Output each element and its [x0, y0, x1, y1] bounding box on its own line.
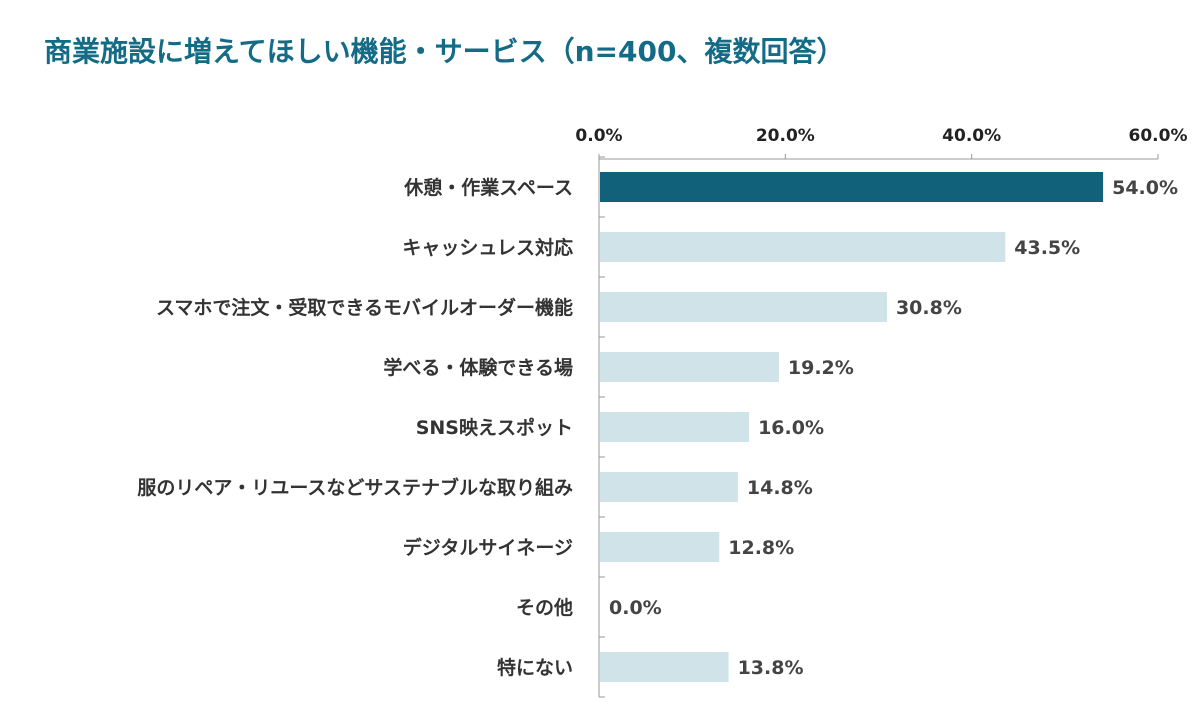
category-label: 休憩・作業スペース	[403, 176, 573, 199]
data-label: 16.0%	[758, 417, 824, 439]
bar	[600, 172, 1104, 202]
data-label: 30.8%	[896, 297, 962, 319]
category-label: キャッシュレス対応	[402, 236, 573, 259]
category-label: その他	[516, 596, 573, 619]
category-label: SNS映えスポット	[416, 416, 573, 439]
bar	[600, 472, 738, 502]
category-label: スマホで注文・受取できるモバイルオーダー機能	[156, 296, 573, 319]
x-tick-label: 0.0%	[575, 126, 622, 146]
data-label: 12.8%	[728, 537, 794, 559]
bar	[600, 232, 1006, 262]
category-label: 服のリペア・リユースなどサステナブルな取り組み	[137, 476, 573, 499]
labels-layer: 休憩・作業スペース 54.0% キャッシュレス対応 43.5% スマホで注文・受取できる…	[137, 176, 1178, 679]
bar	[600, 292, 887, 322]
bar	[600, 352, 779, 382]
data-label: 54.0%	[1112, 177, 1178, 199]
category-label: 学べる・体験できる場	[383, 356, 573, 379]
category-label: デジタルサイネージ	[403, 536, 573, 559]
category-label: 特にない	[497, 657, 573, 679]
data-label: 19.2%	[788, 357, 854, 379]
bar	[600, 652, 729, 682]
bar	[600, 412, 750, 442]
x-tick-label: 60.0%	[1129, 126, 1188, 146]
data-label: 14.8%	[747, 477, 813, 499]
data-label: 0.0%	[609, 597, 662, 619]
data-label: 43.5%	[1014, 237, 1080, 259]
x-tick-label: 40.0%	[942, 126, 1001, 146]
data-label: 13.8%	[738, 657, 804, 679]
bars-layer	[600, 172, 1104, 682]
bar	[600, 532, 720, 562]
x-tick-label: 20.0%	[756, 126, 815, 146]
chart-title: 商業施設に増えてほしい機能・サービス（n=400、複数回答）	[44, 35, 845, 68]
axis-layer: 0.0% 20.0% 40.0% 60.0%	[575, 126, 1188, 698]
